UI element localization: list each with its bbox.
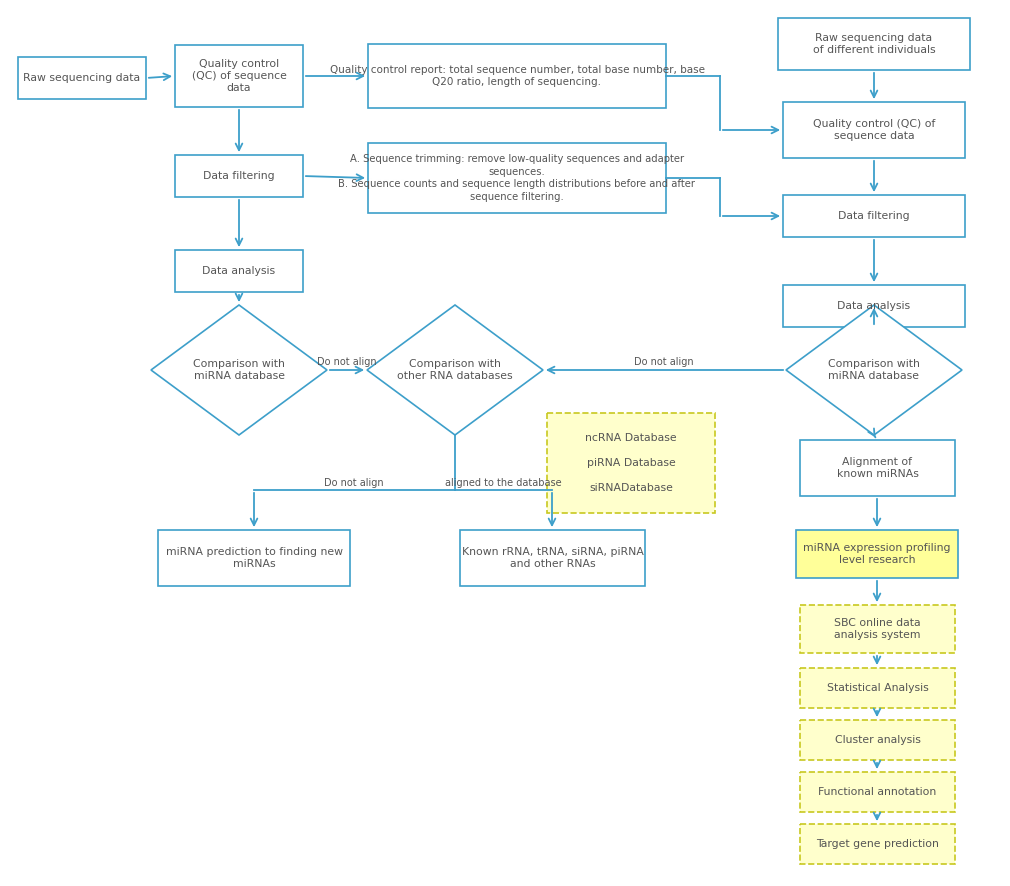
FancyBboxPatch shape [547, 413, 715, 513]
FancyBboxPatch shape [800, 440, 955, 496]
FancyBboxPatch shape [800, 668, 955, 708]
FancyBboxPatch shape [368, 44, 666, 108]
Text: Functional annotation: Functional annotation [818, 787, 936, 797]
Text: Statistical Analysis: Statistical Analysis [826, 683, 928, 693]
FancyBboxPatch shape [800, 772, 955, 812]
Text: Cluster analysis: Cluster analysis [834, 735, 920, 745]
Text: Do not align: Do not align [324, 478, 384, 488]
FancyBboxPatch shape [783, 285, 965, 327]
Text: Alignment of
known miRNAs: Alignment of known miRNAs [836, 457, 918, 479]
FancyBboxPatch shape [800, 824, 955, 864]
Text: miRNA prediction to finding new
miRNAs: miRNA prediction to finding new miRNAs [166, 547, 342, 569]
Polygon shape [367, 305, 543, 435]
Text: Data filtering: Data filtering [203, 171, 275, 181]
FancyBboxPatch shape [796, 530, 958, 578]
Polygon shape [786, 305, 962, 435]
FancyBboxPatch shape [175, 250, 303, 292]
Text: Data analysis: Data analysis [837, 301, 911, 311]
FancyBboxPatch shape [800, 605, 955, 653]
Polygon shape [152, 305, 327, 435]
FancyBboxPatch shape [368, 143, 666, 213]
FancyBboxPatch shape [175, 155, 303, 197]
Text: Raw sequencing data
of different individuals: Raw sequencing data of different individ… [813, 33, 935, 55]
Text: Comparison with
miRNA database: Comparison with miRNA database [193, 359, 285, 381]
FancyBboxPatch shape [783, 195, 965, 237]
Text: miRNA expression profiling
level research: miRNA expression profiling level researc… [803, 543, 950, 565]
FancyBboxPatch shape [175, 45, 303, 107]
Text: Comparison with
miRNA database: Comparison with miRNA database [828, 359, 920, 381]
Text: A. Sequence trimming: remove low-quality sequences and adapter
sequences.
B. Seq: A. Sequence trimming: remove low-quality… [338, 154, 696, 202]
FancyBboxPatch shape [158, 530, 350, 586]
FancyBboxPatch shape [460, 530, 645, 586]
Text: Quality control
(QC) of sequence
data: Quality control (QC) of sequence data [192, 58, 287, 93]
Text: Raw sequencing data: Raw sequencing data [23, 73, 140, 83]
Text: Known rRNA, tRNA, siRNA, piRNA
and other RNAs: Known rRNA, tRNA, siRNA, piRNA and other… [462, 547, 643, 569]
Text: aligned to the database: aligned to the database [444, 478, 562, 488]
Text: Target gene prediction: Target gene prediction [816, 839, 939, 849]
Text: Quality control (QC) of
sequence data: Quality control (QC) of sequence data [813, 119, 935, 141]
Text: Do not align: Do not align [317, 357, 377, 367]
Text: SBC online data
analysis system: SBC online data analysis system [834, 618, 921, 641]
Text: Quality control report: total sequence number, total base number, base
Q20 ratio: Quality control report: total sequence n… [329, 65, 705, 87]
Text: Data analysis: Data analysis [202, 266, 276, 276]
Text: ncRNA Database

piRNA Database

siRNADatabase: ncRNA Database piRNA Database siRNADatab… [585, 433, 677, 493]
FancyBboxPatch shape [18, 57, 146, 99]
Text: Data filtering: Data filtering [838, 211, 910, 221]
FancyBboxPatch shape [800, 720, 955, 760]
FancyBboxPatch shape [783, 102, 965, 158]
Text: Do not align: Do not align [634, 357, 694, 367]
FancyBboxPatch shape [778, 18, 970, 70]
Text: Comparison with
other RNA databases: Comparison with other RNA databases [397, 359, 513, 381]
